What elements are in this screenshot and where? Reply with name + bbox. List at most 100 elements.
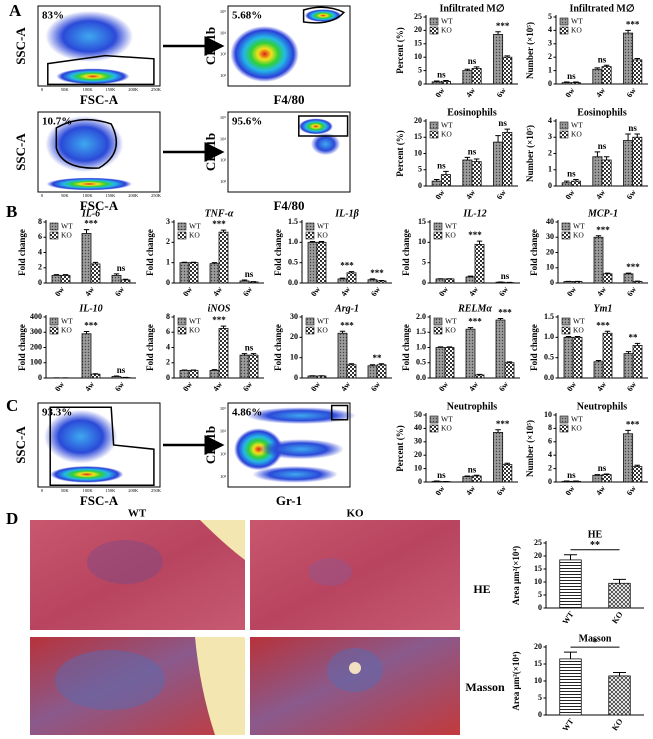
legend-label: WT <box>441 17 453 26</box>
density-cloud <box>230 26 299 82</box>
gate <box>49 406 155 487</box>
histology-row-label: Masson <box>465 680 505 694</box>
he-wt-image <box>30 520 245 630</box>
panel-label: A <box>9 1 22 20</box>
significance-label: ns <box>468 56 477 66</box>
bar <box>346 364 357 379</box>
y-tick-label: 15 <box>414 132 422 141</box>
chart-title: Eosinophils <box>577 107 627 118</box>
flow-x-tick: 250K <box>151 193 162 198</box>
legend-swatch <box>305 222 315 231</box>
legend-swatch <box>433 326 443 335</box>
flow-x-label: Gr-1 <box>276 493 302 508</box>
significance-label: ns <box>437 470 446 480</box>
chart-title: Arg-1 <box>334 303 359 314</box>
legend-label: WT <box>573 222 585 231</box>
bar <box>444 278 455 284</box>
bar <box>376 280 387 284</box>
flow-y-tick: 10⁵ <box>220 115 227 120</box>
density-cloud <box>310 132 341 156</box>
legend-swatch <box>177 317 187 326</box>
y-tick-label: 4 <box>548 116 552 125</box>
bar <box>337 278 348 284</box>
significance-label: ** <box>629 332 639 342</box>
error-bar <box>603 473 610 475</box>
error-bar <box>473 158 480 162</box>
histology-row-label: HE <box>473 582 490 596</box>
error-bar <box>625 429 631 434</box>
bar <box>471 475 482 483</box>
bar <box>337 332 348 379</box>
significance-label: ns <box>468 146 477 156</box>
gate <box>47 54 155 86</box>
y-axis-label: Area μm²(×10⁴) <box>511 651 521 710</box>
error-bar <box>348 271 355 273</box>
x-tick-label: 6w <box>113 285 126 298</box>
gate-percent: 93.3% <box>42 407 72 419</box>
error-bar <box>573 179 579 182</box>
bar <box>570 82 581 85</box>
y-axis-label: Percent (%) <box>395 130 405 177</box>
significance-label: *** <box>498 308 512 318</box>
bar <box>188 369 199 379</box>
x-tick-label: 6w <box>113 380 126 393</box>
y-tick-label: 4 <box>38 247 42 256</box>
y-tick-label: 25 <box>534 538 542 547</box>
error-bar <box>504 462 511 465</box>
y-tick-label: 10 <box>290 352 298 361</box>
bar <box>435 278 446 284</box>
error-bar <box>473 474 480 476</box>
y-tick-label: 0 <box>166 278 170 287</box>
error-bar <box>443 80 449 82</box>
y-tick-label: 6 <box>38 232 42 241</box>
chart-title: IL-12 <box>462 208 486 219</box>
chart-title: Masson <box>579 633 612 644</box>
x-tick-label: 0w <box>181 380 194 393</box>
y-tick-label: 6 <box>166 327 170 336</box>
flow-y-label: CD11b <box>203 27 218 65</box>
significance-label: ns <box>567 169 576 179</box>
flow-x-tick: 0 <box>41 87 44 92</box>
bar <box>593 236 604 284</box>
bar <box>592 156 603 187</box>
bar <box>179 262 190 284</box>
legend-swatch <box>429 130 439 139</box>
bar <box>632 59 643 85</box>
y-tick-label: 3 <box>548 39 552 48</box>
bar <box>601 159 612 187</box>
y-axis-label: Percent (%) <box>395 425 405 472</box>
bar <box>561 82 572 85</box>
flow-x-tick: 200K <box>128 193 139 198</box>
bar <box>462 159 473 187</box>
legend-label: WT <box>441 415 453 424</box>
y-tick-label: 4 <box>548 450 552 459</box>
error-bar <box>250 353 257 356</box>
y-tick-label: 1.0 <box>416 342 426 351</box>
x-tick-label: 0w <box>563 484 576 497</box>
y-tick-label: 0 <box>166 373 170 382</box>
y-tick-label: 20 <box>546 247 554 256</box>
flow-x-tick: 200K <box>128 87 139 92</box>
bar <box>81 233 92 284</box>
legend-swatch <box>429 26 439 35</box>
y-tick-label: 5 <box>418 165 422 174</box>
x-tick-label: 4w <box>594 484 607 497</box>
flow-x-label: FSC-A <box>80 493 119 508</box>
density-cloud <box>258 439 344 460</box>
significance-label: ** <box>590 540 600 551</box>
x-tick-label: 6w <box>625 380 638 393</box>
error-bar <box>378 363 385 365</box>
significance-label: *** <box>468 230 482 240</box>
chart-title: MCP-1 <box>587 208 618 219</box>
y-tick-label: 0 <box>548 79 552 88</box>
legend-label: WT <box>445 222 457 231</box>
x-tick-label: 6w <box>497 285 510 298</box>
chart-title: RELMα <box>457 303 492 314</box>
significance-label: ns <box>567 470 576 480</box>
x-tick-label: 0w <box>433 188 446 201</box>
x-tick-label: 4w <box>594 86 607 99</box>
legend-label: KO <box>317 231 328 240</box>
legend-label: KO <box>573 326 584 335</box>
error-bar <box>318 241 325 243</box>
bar <box>474 243 485 284</box>
